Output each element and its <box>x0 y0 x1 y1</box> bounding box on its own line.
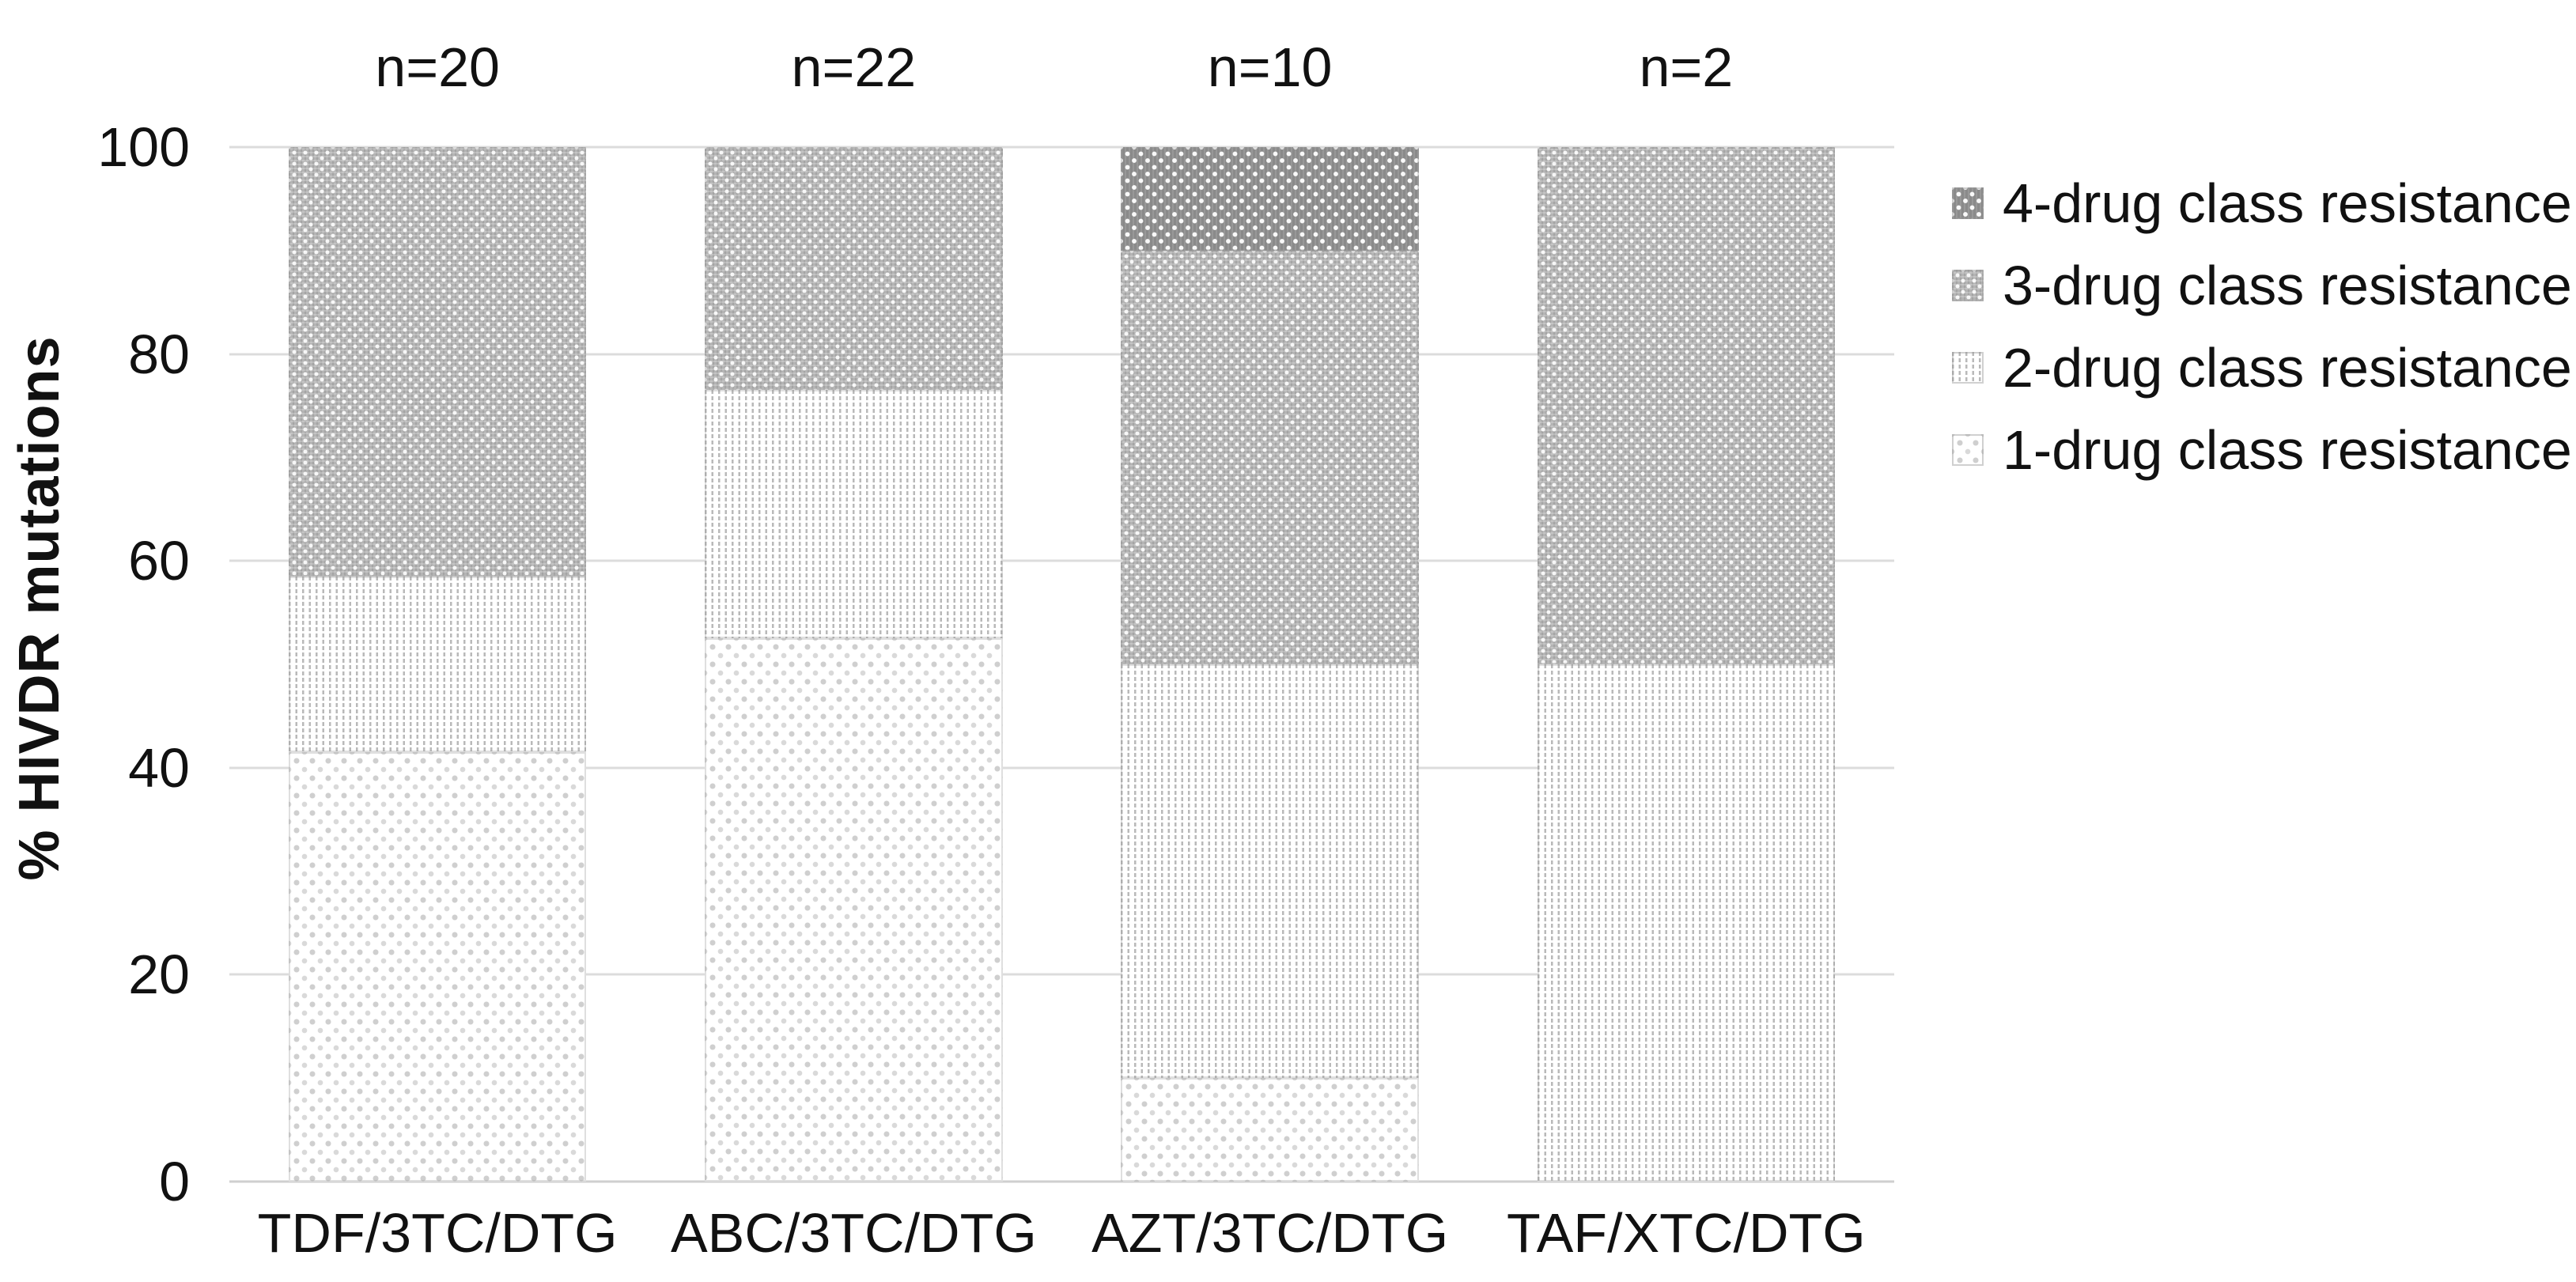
segment-3-drug-4 <box>1537 147 1835 664</box>
x-category-label-4: TAF/XTC/DTG <box>1507 1202 1866 1264</box>
legend-item-3-drug: 3-drug class resistance <box>1952 244 2572 327</box>
gridline-0 <box>229 1180 1894 1183</box>
legend-item-1-drug: 1-drug class resistance <box>1952 409 2572 491</box>
bars-row <box>229 147 1894 1182</box>
x-category-label-1: TDF/3TC/DTG <box>257 1202 618 1264</box>
segment-2-drug-3 <box>1121 664 1419 1079</box>
segment-3-drug-3 <box>1121 250 1419 665</box>
bar-slot-2 <box>645 147 1061 1182</box>
n-label-4: n=2 <box>1639 36 1734 98</box>
legend-item-4-drug: 4-drug class resistance <box>1952 162 2572 244</box>
segment-1-drug-1 <box>288 752 587 1182</box>
x-category-label-3: AZT/3TC/DTG <box>1091 1202 1449 1264</box>
segment-3-drug-2 <box>705 147 1003 391</box>
bar-slot-1 <box>229 147 645 1182</box>
y-tick-label-0: 0 <box>159 1151 190 1212</box>
gridline-60 <box>229 559 1894 562</box>
n-label-3: n=10 <box>1207 36 1333 98</box>
plot-area <box>229 146 1894 1183</box>
x-axis-category-labels: TDF/3TC/DTG ABC/3TC/DTG AZT/3TC/DTG TAF/XTC… <box>229 1205 1894 1261</box>
bar-abc-3tc-dtg <box>705 147 1003 1182</box>
y-tick-label-20: 20 <box>128 944 190 1006</box>
n-label-1: n=20 <box>375 36 500 98</box>
legend-marker-light-dots-icon <box>1952 434 1984 466</box>
legend-label-4: 1-drug class resistance <box>2003 419 2572 481</box>
gridline-20 <box>229 973 1894 976</box>
segment-1-drug-3 <box>1121 1078 1419 1182</box>
y-tick-label-100: 100 <box>97 116 190 178</box>
bar-tdf-3tc-dtg <box>288 147 587 1182</box>
segment-2-drug-2 <box>705 390 1003 639</box>
y-axis-tick-labels: 0 20 40 60 80 100 <box>0 119 190 1209</box>
n-label-2: n=22 <box>791 36 917 98</box>
bar-azt-3tc-dtg <box>1121 147 1419 1182</box>
bar-slot-3 <box>1062 147 1478 1182</box>
y-tick-label-40: 40 <box>128 736 190 799</box>
segment-3-drug-1 <box>288 147 587 577</box>
segment-2-drug-4 <box>1537 664 1835 1182</box>
segment-4-drug-3 <box>1121 147 1419 251</box>
y-tick-label-80: 80 <box>128 323 190 385</box>
legend: 4-drug class resistance 3-drug class resi… <box>1952 162 2572 491</box>
gridline-40 <box>229 766 1894 770</box>
gridline-100 <box>229 146 1894 149</box>
legend-label-3: 2-drug class resistance <box>2003 337 2572 399</box>
gridline-80 <box>229 353 1894 356</box>
x-category-label-2: ABC/3TC/DTG <box>670 1202 1037 1264</box>
legend-marker-dark-weave-icon <box>1952 187 1984 219</box>
legend-label-1: 4-drug class resistance <box>2003 172 2572 234</box>
bar-slot-4 <box>1478 147 1894 1182</box>
legend-marker-gray-weave-icon <box>1952 270 1984 301</box>
legend-marker-dotted-columns-icon <box>1952 352 1984 384</box>
legend-label-2: 3-drug class resistance <box>2003 255 2572 316</box>
bar-taf-xtc-dtg <box>1537 147 1835 1182</box>
segment-2-drug-1 <box>288 576 587 753</box>
segment-1-drug-2 <box>705 638 1003 1182</box>
bar-count-labels-row: n=20 n=22 n=10 n=2 <box>229 40 1894 95</box>
legend-item-2-drug: 2-drug class resistance <box>1952 327 2572 409</box>
y-tick-label-60: 60 <box>128 530 190 592</box>
